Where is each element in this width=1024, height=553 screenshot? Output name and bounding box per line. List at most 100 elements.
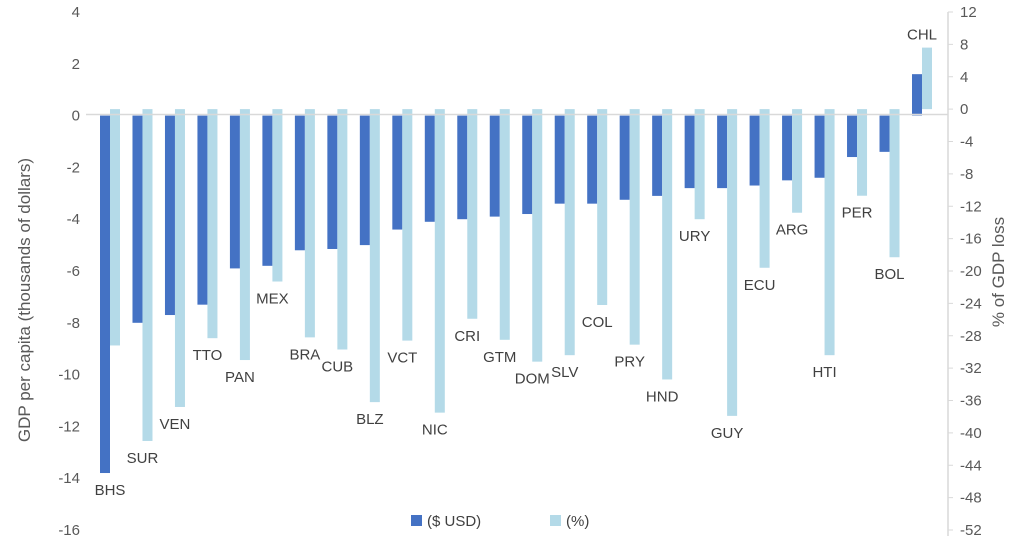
bar-pct-ecu bbox=[759, 109, 770, 268]
bar-usd-ury bbox=[684, 115, 695, 189]
bar-usd-col bbox=[587, 115, 598, 204]
category-label: URY bbox=[679, 228, 710, 245]
legend: ($ USD) (%) bbox=[411, 513, 589, 530]
bar-pct-nic bbox=[434, 109, 445, 413]
bar-usd-arg bbox=[782, 115, 793, 181]
right-tick-label: -24 bbox=[960, 295, 982, 312]
right-tick-label: -32 bbox=[960, 360, 982, 377]
left-tick-label: -6 bbox=[67, 263, 80, 280]
category-label: VEN bbox=[160, 416, 191, 433]
right-axis-title: % of GDP loss bbox=[989, 217, 1008, 327]
bar-usd-mex bbox=[262, 115, 273, 266]
category-label: BLZ bbox=[356, 411, 384, 428]
category-label: HTI bbox=[812, 364, 836, 381]
category-label: ARG bbox=[776, 222, 809, 239]
bar-pct-tto bbox=[207, 109, 218, 339]
bar-pct-hnd bbox=[662, 109, 673, 380]
category-label: PER bbox=[842, 205, 873, 222]
left-tick-label: -2 bbox=[67, 159, 80, 176]
category-label: HND bbox=[646, 388, 679, 405]
category-label: NIC bbox=[422, 422, 448, 439]
bar-usd-bol bbox=[879, 115, 890, 152]
left-tick-label: -8 bbox=[67, 315, 80, 332]
category-label: ECU bbox=[744, 277, 776, 294]
right-tick-label: -28 bbox=[960, 328, 982, 345]
bar-usd-pry bbox=[619, 115, 630, 200]
bar-usd-bhs bbox=[100, 115, 110, 474]
bar-pct-cri bbox=[467, 109, 478, 319]
bar-pct-bol bbox=[889, 109, 900, 258]
legend-swatch-usd bbox=[411, 515, 422, 526]
bar-pct-hti bbox=[824, 109, 835, 356]
bar-usd-ecu bbox=[749, 115, 760, 186]
category-label: GTM bbox=[483, 349, 516, 366]
bar-pct-bhs bbox=[110, 109, 120, 346]
right-tick-label: 8 bbox=[960, 36, 968, 53]
bar-usd-sur bbox=[132, 115, 143, 323]
bar-pct-per bbox=[857, 109, 868, 196]
bar-pct-ven bbox=[174, 109, 185, 407]
bar-usd-vct bbox=[392, 115, 403, 230]
category-label: CUB bbox=[322, 359, 354, 376]
left-tick-label: -12 bbox=[58, 418, 80, 435]
bar-pct-gtm bbox=[499, 109, 510, 340]
legend-swatch-pct bbox=[550, 515, 561, 526]
bar-pct-chl bbox=[922, 47, 932, 110]
left-tick-label: 4 bbox=[72, 4, 80, 21]
left-axis-ticks: 4 2 0 -2 -4 -6 -8 -10 -12 -14 -16 bbox=[58, 4, 80, 539]
right-tick-label: 12 bbox=[960, 4, 977, 21]
bar-pct-vct bbox=[402, 109, 413, 341]
right-tick-label: -48 bbox=[960, 490, 982, 507]
right-tick-label: -8 bbox=[960, 166, 973, 183]
bar-pct-guy bbox=[727, 109, 738, 416]
left-tick-label: 0 bbox=[72, 108, 80, 125]
bar-pct-bra bbox=[304, 109, 315, 338]
bar-usd-cub bbox=[327, 115, 338, 249]
category-label: PAN bbox=[225, 369, 255, 386]
right-tick-label: 0 bbox=[960, 101, 968, 118]
right-tick-label: -36 bbox=[960, 393, 982, 410]
category-label: SUR bbox=[127, 450, 159, 467]
category-label: GUY bbox=[711, 425, 744, 442]
bars bbox=[100, 47, 932, 474]
category-label: PRY bbox=[614, 354, 645, 371]
bar-usd-nic bbox=[424, 115, 435, 222]
bar-pct-arg bbox=[792, 109, 803, 213]
bar-usd-bra bbox=[294, 115, 305, 251]
bar-usd-chl bbox=[912, 74, 922, 116]
bar-usd-guy bbox=[717, 115, 728, 189]
right-tick-label: -20 bbox=[960, 263, 982, 280]
right-tick-label: -52 bbox=[960, 522, 982, 539]
bar-usd-slv bbox=[554, 115, 565, 204]
bar-pct-cub bbox=[337, 109, 348, 350]
category-label: BOL bbox=[875, 266, 905, 283]
bar-pct-ury bbox=[694, 109, 705, 220]
bar-usd-cri bbox=[457, 115, 468, 220]
left-axis-title: GDP per capita (thousands of dollars) bbox=[15, 158, 34, 442]
bar-pct-blz bbox=[369, 109, 380, 403]
right-axis-ticks: 12 8 4 0 -4 -8 -12 -16 -20 -24 -28 -32 -36 -40 -44 -48 -… bbox=[948, 4, 982, 539]
bar-pct-pry bbox=[629, 109, 640, 345]
bar-usd-dom bbox=[522, 115, 533, 215]
right-tick-label: -16 bbox=[960, 231, 982, 248]
bar-pct-dom bbox=[532, 109, 543, 362]
left-tick-label: -4 bbox=[67, 211, 80, 228]
right-tick-label: -40 bbox=[960, 425, 982, 442]
category-label: SLV bbox=[551, 364, 578, 381]
bar-pct-mex bbox=[272, 109, 283, 282]
bar-usd-pan bbox=[229, 115, 240, 269]
category-label: CRI bbox=[454, 328, 480, 345]
bar-pct-slv bbox=[564, 109, 575, 356]
bar-pct-sur bbox=[142, 109, 153, 441]
right-tick-label: -12 bbox=[960, 198, 982, 215]
left-tick-label: -10 bbox=[58, 367, 80, 384]
left-tick-label: 2 bbox=[72, 56, 80, 73]
left-tick-label: -16 bbox=[58, 522, 80, 539]
left-tick-label: -14 bbox=[58, 470, 80, 487]
bar-usd-per bbox=[847, 115, 858, 158]
category-label: TTO bbox=[193, 347, 223, 364]
bar-usd-blz bbox=[359, 115, 370, 246]
bar-pct-pan bbox=[239, 109, 250, 361]
